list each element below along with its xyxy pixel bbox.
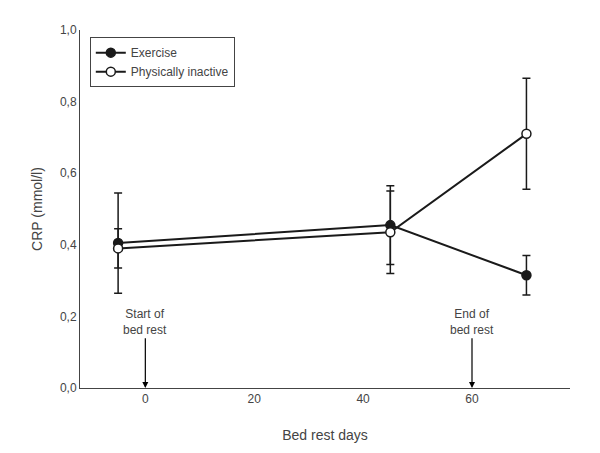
svg-text:0,0: 0,0 [60,381,77,395]
svg-text:20: 20 [248,392,262,406]
svg-text:1,0: 1,0 [60,23,77,37]
svg-text:Start ofbed rest: Start ofbed rest [123,307,167,337]
svg-text:0,6: 0,6 [60,166,77,180]
svg-text:0,2: 0,2 [60,310,77,324]
svg-text:60: 60 [465,392,479,406]
svg-text:Physically inactive: Physically inactive [131,65,229,79]
svg-text:0,4: 0,4 [60,238,77,252]
svg-text:Exercise: Exercise [131,46,177,60]
svg-text:0: 0 [142,392,149,406]
svg-text:0,8: 0,8 [60,95,77,109]
svg-text:Bed rest days: Bed rest days [282,427,368,443]
svg-text:End ofbed rest: End ofbed rest [450,307,494,337]
svg-text:40: 40 [356,392,370,406]
svg-text:CRP (mmol/l): CRP (mmol/l) [29,167,45,251]
